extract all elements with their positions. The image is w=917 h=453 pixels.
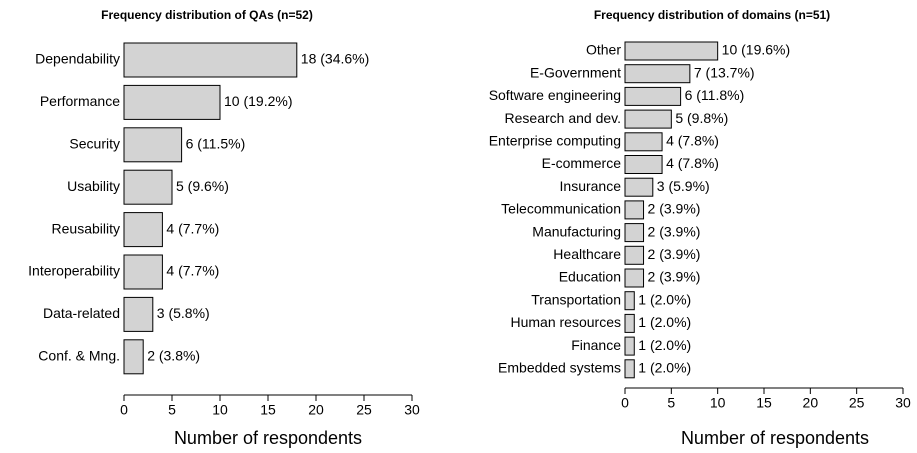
data-label: 2 (3.9%) <box>648 269 701 285</box>
chart-title: Frequency distribution of QAs (n=52) <box>101 8 313 22</box>
y-tick-label: Usability <box>67 178 120 194</box>
data-label: 7 (13.7%) <box>694 64 755 80</box>
x-tick-label: 15 <box>756 395 772 411</box>
x-axis-title: Number of respondents <box>174 428 362 448</box>
data-label: 2 (3.9%) <box>648 246 701 262</box>
y-tick-label: Software engineering <box>489 87 621 103</box>
data-label: 2 (3.9%) <box>648 201 701 217</box>
y-tick-label: Research and dev. <box>505 110 621 126</box>
data-label: 2 (3.9%) <box>648 223 701 239</box>
bar <box>624 223 645 243</box>
y-tick-label: Enterprise computing <box>489 133 621 149</box>
bar <box>123 296 154 332</box>
bar <box>624 336 635 356</box>
bar <box>123 127 183 163</box>
y-tick-label: Telecommunication <box>501 201 621 217</box>
data-label: 5 (9.6%) <box>176 178 229 194</box>
x-tick-label: 30 <box>895 395 911 411</box>
x-tick-label: 0 <box>621 395 629 411</box>
data-label: 5 (9.8%) <box>675 110 728 126</box>
data-label: 1 (2.0%) <box>638 337 691 353</box>
y-tick-label: Human resources <box>511 314 622 330</box>
data-label: 6 (11.5%) <box>186 136 246 152</box>
y-tick-label: Reusability <box>52 220 120 236</box>
bar <box>624 155 663 174</box>
data-label: 3 (5.9%) <box>657 178 710 194</box>
y-tick-label: Security <box>69 136 120 152</box>
y-tick-label: E-Government <box>530 64 621 80</box>
data-label: 1 (2.0%) <box>638 314 691 330</box>
data-label: 4 (7.8%) <box>666 133 719 149</box>
bar <box>624 41 719 61</box>
bar <box>624 86 682 106</box>
x-tick-label: 20 <box>308 402 324 418</box>
data-label: 18 (34.6%) <box>301 51 369 67</box>
bar <box>624 200 645 220</box>
y-tick-label: Transportation <box>531 291 621 307</box>
data-label: 4 (7.7%) <box>166 220 219 236</box>
x-tick-label: 25 <box>849 395 865 411</box>
bar <box>123 42 298 78</box>
bar <box>624 313 635 333</box>
bar <box>624 177 654 197</box>
data-label: 4 (7.8%) <box>666 155 719 171</box>
bar <box>624 359 635 379</box>
y-tick-label: E-commerce <box>542 155 622 171</box>
bar <box>123 169 173 205</box>
x-tick-label: 10 <box>212 402 228 418</box>
bar <box>624 64 691 84</box>
y-tick-label: Manufacturing <box>532 223 621 239</box>
x-tick-label: 30 <box>404 402 420 418</box>
bar <box>624 291 635 311</box>
y-tick-label: Interoperability <box>28 263 120 279</box>
bar <box>624 109 672 129</box>
y-tick-label: Data-related <box>43 305 120 321</box>
bar <box>123 254 163 290</box>
data-label: 2 (3.8%) <box>147 348 200 364</box>
x-tick-label: 5 <box>667 395 675 411</box>
chart-title: Frequency distribution of domains (n=51) <box>594 8 830 22</box>
data-label: 3 (5.8%) <box>157 305 210 321</box>
x-tick-label: 25 <box>356 402 372 418</box>
y-tick-label: Embedded systems <box>498 360 621 376</box>
x-tick-label: 20 <box>803 395 819 411</box>
y-tick-label: Finance <box>571 337 621 353</box>
y-tick-label: Education <box>559 269 621 285</box>
bar <box>123 339 144 375</box>
x-tick-label: 10 <box>710 395 726 411</box>
data-label: 1 (2.0%) <box>638 360 691 376</box>
y-tick-label: Healthcare <box>553 246 621 262</box>
bar <box>624 268 645 288</box>
y-tick-label: Performance <box>40 93 120 109</box>
bar <box>123 212 163 248</box>
y-tick-label: Other <box>586 42 621 58</box>
x-tick-label: 5 <box>168 402 176 418</box>
x-tick-label: 15 <box>260 402 276 418</box>
data-label: 10 (19.6%) <box>722 42 790 58</box>
bar <box>123 84 221 120</box>
y-tick-label: Insurance <box>560 178 622 194</box>
y-tick-label: Conf. & Mng. <box>38 348 120 364</box>
x-axis-title: Number of respondents <box>681 428 869 448</box>
bar <box>624 132 663 152</box>
y-tick-label: Dependability <box>35 51 120 67</box>
data-label: 10 (19.2%) <box>224 93 292 109</box>
data-label: 4 (7.7%) <box>166 263 219 279</box>
data-label: 1 (2.0%) <box>638 291 691 307</box>
bar <box>624 245 645 265</box>
x-tick-label: 0 <box>120 402 128 418</box>
data-label: 6 (11.8%) <box>685 87 745 103</box>
